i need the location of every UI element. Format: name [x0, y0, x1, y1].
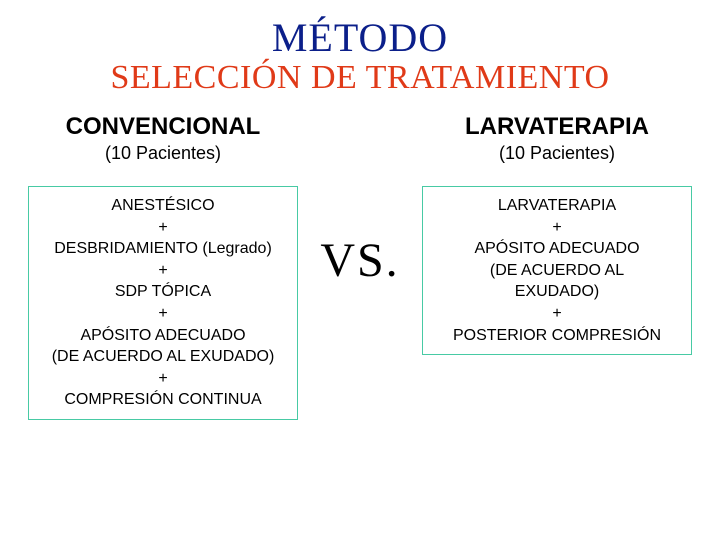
heading-larvaterapia: LARVATERAPIA — [422, 113, 692, 141]
subheading-conventional: (10 Pacientes) — [28, 143, 298, 164]
vs-label: VS. — [320, 233, 399, 288]
column-larvaterapia: LARVATERAPIA (10 Pacientes) LARVATERAPIA… — [422, 113, 692, 355]
comparison-columns: CONVENCIONAL (10 Pacientes) ANESTÉSICO +… — [0, 113, 720, 420]
subheading-larvaterapia: (10 Pacientes) — [422, 143, 692, 164]
title-sub: SELECCIÓN DE TRATAMIENTO — [0, 59, 720, 97]
box-conventional: ANESTÉSICO + DESBRIDAMIENTO (Legrado) + … — [28, 186, 298, 420]
box-larvaterapia: LARVATERAPIA + APÓSITO ADECUADO (DE ACUE… — [422, 186, 692, 355]
heading-conventional: CONVENCIONAL — [28, 113, 298, 141]
title-main: MÉTODO — [0, 14, 720, 61]
column-vs: VS. — [310, 113, 410, 288]
column-conventional: CONVENCIONAL (10 Pacientes) ANESTÉSICO +… — [28, 113, 298, 420]
